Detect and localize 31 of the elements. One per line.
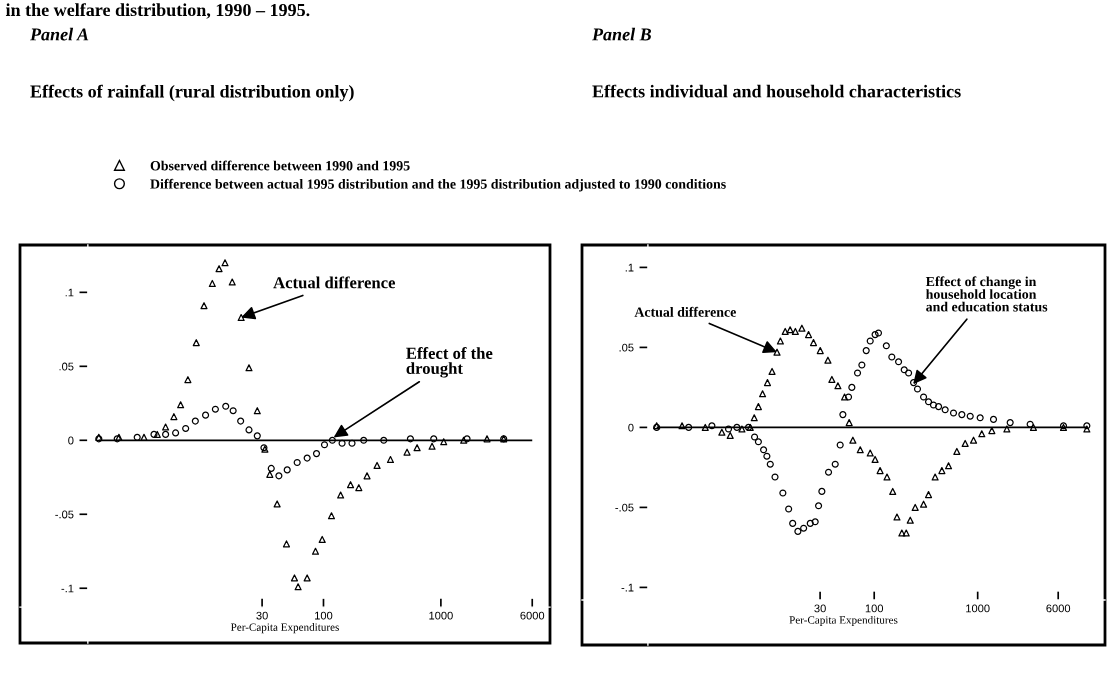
y-tick-label: -.1	[61, 584, 74, 593]
chart-title: Panel A	[29, 27, 89, 41]
chart-title: Panel B	[591, 27, 652, 41]
y-tick-label: .05	[619, 343, 634, 352]
y-tick-label: 0	[68, 436, 74, 445]
y-tick-label: -.1	[621, 583, 634, 592]
annotation: Actual difference	[273, 276, 396, 289]
x-axis-title: Per-Capita Expenditures	[789, 615, 898, 626]
x-tick-label: 100	[865, 604, 884, 613]
x-tick-label: 100	[315, 611, 333, 620]
x-tick-label: 30	[814, 604, 826, 613]
text: in the welfare distribution, 1990 – 1995.	[5, 3, 310, 19]
y-tick-label: -.05	[615, 503, 634, 512]
chart-subtitle: Effects of rainfall (rural distribution only)	[30, 84, 354, 102]
x-tick-label: 1000	[966, 604, 990, 613]
legend-label: Observed difference between 1990 and 1995	[150, 160, 410, 171]
annotation: Actual difference	[634, 306, 736, 317]
x-axis-title: Per-Capita Expenditures	[230, 623, 339, 634]
chart-subtitle: Effects individual and household characteristics	[592, 84, 961, 98]
x-tick-label: 6000	[520, 611, 545, 620]
annotation: Effect of change in household location and education status	[925, 276, 1048, 312]
y-tick-label: 0	[628, 423, 634, 432]
x-tick-label: 1000	[429, 611, 453, 620]
x-tick-label: 30	[256, 611, 268, 620]
y-tick-label: .05	[59, 362, 74, 371]
legend-label: Difference between actual 1995 distribution and the 1995 distribution adjusted to 1990 conditions	[150, 178, 726, 192]
y-tick-label: .1	[65, 288, 74, 297]
annotation: Effect of the drought	[406, 346, 493, 378]
x-tick-label: 6000	[1046, 604, 1071, 613]
y-tick-label: .1	[625, 263, 634, 272]
y-tick-label: -.05	[55, 510, 74, 519]
